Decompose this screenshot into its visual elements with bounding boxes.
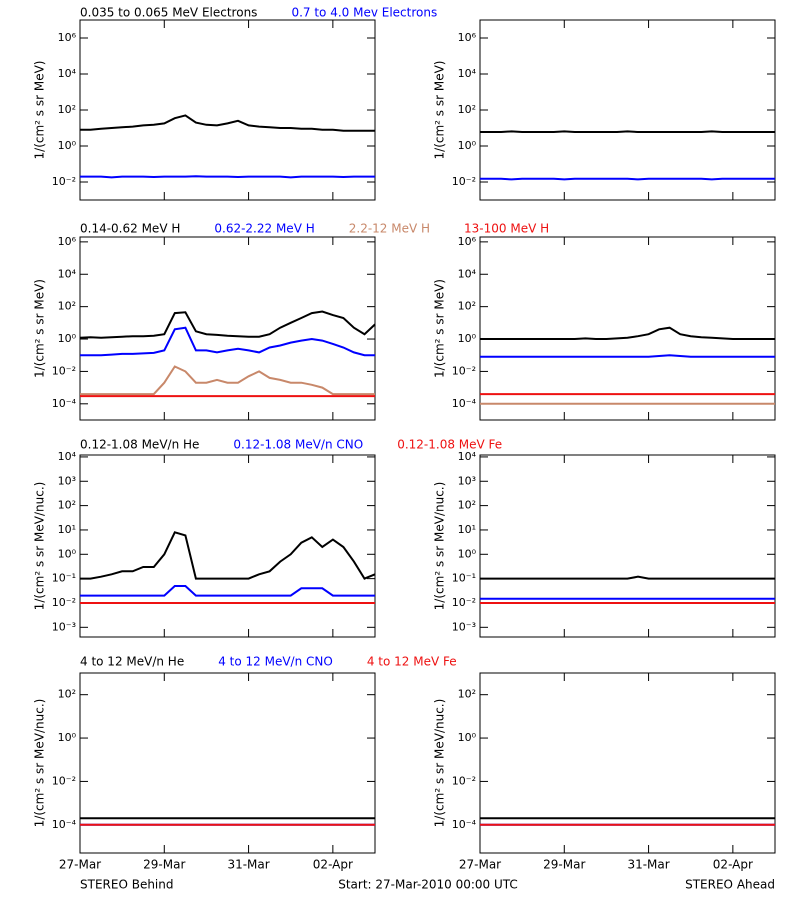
series-line	[80, 365, 375, 396]
plot-frame	[79, 236, 376, 421]
y-tick-label: 10⁻²	[52, 596, 76, 609]
y-tick-label: 10⁻⁴	[52, 397, 77, 410]
x-tick-label: 29-Mar	[143, 858, 185, 872]
legend-entry: 0.7 to 4.0 Mev Electrons	[291, 6, 437, 20]
plot-frame	[79, 672, 376, 854]
y-tick-label: 10⁻²	[52, 364, 76, 377]
legend-entry: 0.035 to 0.065 MeV Electrons	[80, 6, 257, 20]
y-axis-label: 1/(cm² s sr MeV/nuc.)	[33, 482, 47, 611]
y-tick-label: 10⁻²	[52, 175, 76, 188]
series-line	[80, 531, 376, 580]
y-tick-label: 10⁰	[58, 332, 77, 345]
y-tick-label: 10²	[58, 300, 76, 313]
x-tick-label: 02-Apr	[313, 858, 353, 872]
y-tick-label: 10⁻²	[52, 774, 76, 787]
legend-entry: 13-100 MeV H	[464, 222, 549, 236]
x-tick-label: 31-Mar	[627, 858, 669, 872]
y-tick-label: 10⁻⁴	[452, 397, 477, 410]
legend-entry: 4 to 12 MeV/n CNO	[218, 655, 333, 669]
y-tick-label: 10⁰	[58, 547, 77, 560]
plot-frame	[479, 236, 776, 421]
footer-center: Start: 27-Mar-2010 00:00 UTC	[338, 878, 518, 892]
x-tick-label: 02-Apr	[713, 858, 753, 872]
y-tick-label: 10⁴	[458, 267, 477, 280]
y-tick-label: 10⁻¹	[452, 572, 476, 585]
x-tick-label: 29-Mar	[543, 858, 585, 872]
y-tick-label: 10⁻²	[452, 596, 476, 609]
y-axis-label: 1/(cm² s sr MeV)	[33, 61, 47, 160]
y-tick-label: 10⁴	[458, 450, 477, 463]
x-tick-label: 31-Mar	[227, 858, 269, 872]
y-tick-label: 10⁴	[458, 67, 477, 80]
y-tick-label: 10²	[58, 103, 76, 116]
y-tick-label: 10²	[58, 499, 76, 512]
series-line	[80, 326, 375, 357]
y-tick-label: 10³	[58, 474, 76, 487]
series-line	[480, 354, 775, 358]
y-tick-label: 10⁴	[58, 267, 77, 280]
y-tick-label: 10⁴	[58, 67, 77, 80]
footer-left: STEREO Behind	[80, 878, 174, 892]
series-line	[480, 326, 775, 340]
y-axis-label: 1/(cm² s sr MeV/nuc.)	[433, 482, 447, 611]
series-line	[80, 175, 375, 179]
y-tick-label: 10²	[458, 688, 476, 701]
legend-entry: 2.2-12 MeV H	[349, 222, 430, 236]
plot-frame	[479, 672, 776, 854]
legend-entry: 4 to 12 MeV Fe	[367, 655, 457, 669]
x-tick-label: 27-Mar	[59, 858, 101, 872]
plot-frame	[79, 19, 376, 201]
plot-frame	[479, 19, 776, 201]
plot-frame	[479, 454, 776, 638]
footer-right: STEREO Ahead	[685, 878, 775, 892]
y-tick-label: 10⁰	[458, 731, 477, 744]
x-tick-label: 27-Mar	[459, 858, 501, 872]
legend-entry: 0.12-1.08 MeV/n He	[80, 438, 199, 452]
y-tick-label: 10⁰	[458, 332, 477, 345]
y-tick-label: 10⁴	[58, 450, 77, 463]
y-tick-label: 10⁻³	[52, 620, 76, 633]
y-tick-label: 10²	[458, 499, 476, 512]
y-tick-label: 10⁻⁴	[452, 818, 477, 831]
y-tick-label: 10⁶	[58, 31, 77, 44]
y-tick-label: 10⁻³	[452, 620, 476, 633]
y-tick-label: 10⁻⁴	[52, 818, 77, 831]
y-tick-label: 10⁶	[458, 235, 477, 248]
legend-entry: 0.12-1.08 MeV/n CNO	[233, 438, 363, 452]
y-tick-label: 10⁻¹	[52, 572, 76, 585]
legend-entry: 0.14-0.62 MeV H	[80, 222, 180, 236]
y-tick-label: 10⁻²	[452, 364, 476, 377]
y-tick-label: 10⁻²	[452, 774, 476, 787]
y-tick-label: 10²	[458, 103, 476, 116]
legend-entry: 0.12-1.08 MeV Fe	[397, 438, 502, 452]
y-axis-label: 1/(cm² s sr MeV)	[33, 279, 47, 378]
y-tick-label: 10⁰	[58, 139, 77, 152]
series-line	[480, 177, 775, 181]
y-tick-label: 10⁻²	[452, 175, 476, 188]
y-tick-label: 10³	[458, 474, 476, 487]
y-tick-label: 10⁰	[458, 547, 477, 560]
series-line	[80, 114, 375, 132]
y-tick-label: 10⁰	[458, 139, 477, 152]
series-line	[80, 585, 375, 597]
legend-entry: 4 to 12 MeV/n He	[80, 655, 184, 669]
y-tick-label: 10¹	[458, 523, 476, 536]
legend-entry: 0.62-2.22 MeV H	[214, 222, 314, 236]
series-line	[480, 575, 775, 580]
y-axis-label: 1/(cm² s sr MeV)	[433, 61, 447, 160]
y-tick-label: 10⁰	[58, 731, 77, 744]
y-tick-label: 10⁶	[458, 31, 477, 44]
y-tick-label: 10⁶	[58, 235, 77, 248]
y-tick-label: 10²	[58, 688, 76, 701]
plot-frame	[79, 454, 376, 638]
series-line	[79, 310, 376, 339]
y-tick-label: 10¹	[58, 523, 76, 536]
y-axis-label: 1/(cm² s sr MeV/nuc.)	[433, 699, 447, 828]
y-axis-label: 1/(cm² s sr MeV/nuc.)	[33, 699, 47, 828]
y-axis-label: 1/(cm² s sr MeV)	[433, 279, 447, 378]
series-line	[480, 130, 775, 133]
y-tick-label: 10²	[458, 300, 476, 313]
